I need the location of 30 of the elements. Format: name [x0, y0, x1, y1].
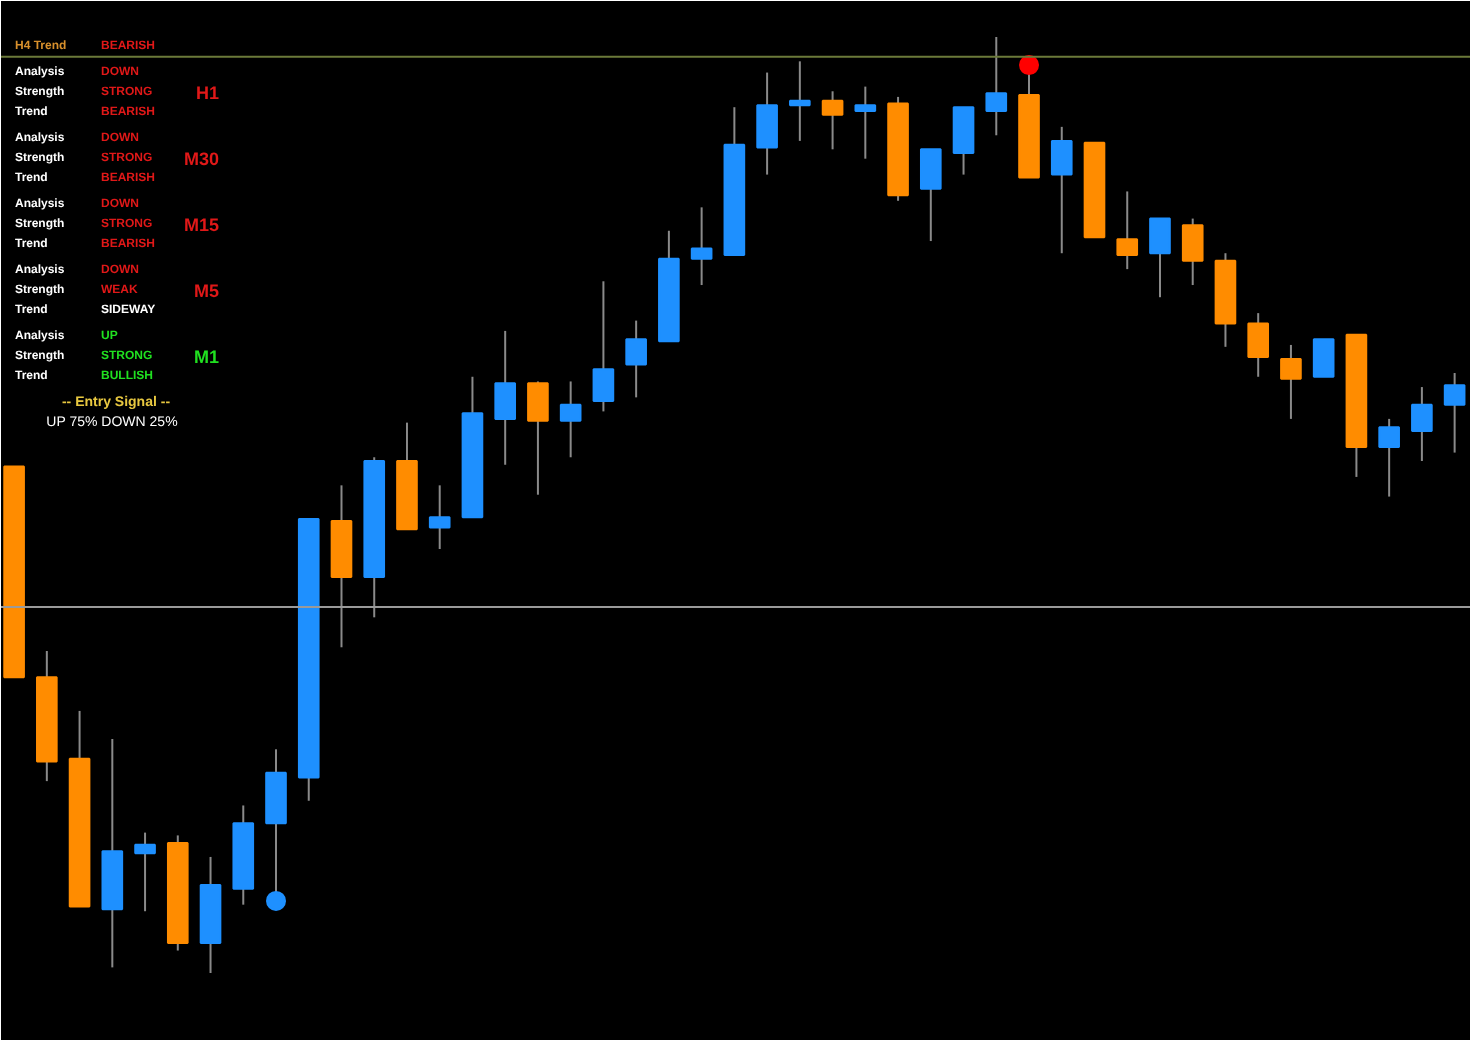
candlestick [854, 85, 877, 160]
candlestick [1247, 312, 1270, 378]
candlestick [690, 206, 713, 287]
annotation: M15 [183, 215, 220, 235]
candlestick [1378, 417, 1400, 498]
candlestick [1181, 217, 1204, 287]
candlestick [134, 831, 156, 913]
candlestick [1050, 125, 1073, 255]
annotation: M5 [194, 281, 220, 301]
candlestick [1411, 386, 1433, 463]
candlestick [821, 90, 844, 151]
candlestick [789, 60, 811, 142]
candlestick [985, 36, 1008, 137]
candlestick [952, 106, 975, 176]
candlestick [625, 319, 647, 399]
candlestick [559, 380, 582, 459]
annotation: M30 [183, 149, 220, 169]
candlestick [428, 484, 451, 550]
candlestick [494, 329, 517, 466]
candlestick [592, 280, 615, 413]
annotation: H1 [195, 83, 220, 103]
candlestick [1116, 190, 1139, 271]
candlestick [1312, 338, 1335, 378]
candlestick [1280, 343, 1302, 420]
candlestick [1149, 217, 1171, 299]
candlestick [919, 148, 942, 243]
annotation: M1 [194, 347, 220, 367]
candlestick [1443, 372, 1466, 454]
candlestick [756, 71, 778, 176]
candlestick [527, 380, 549, 496]
